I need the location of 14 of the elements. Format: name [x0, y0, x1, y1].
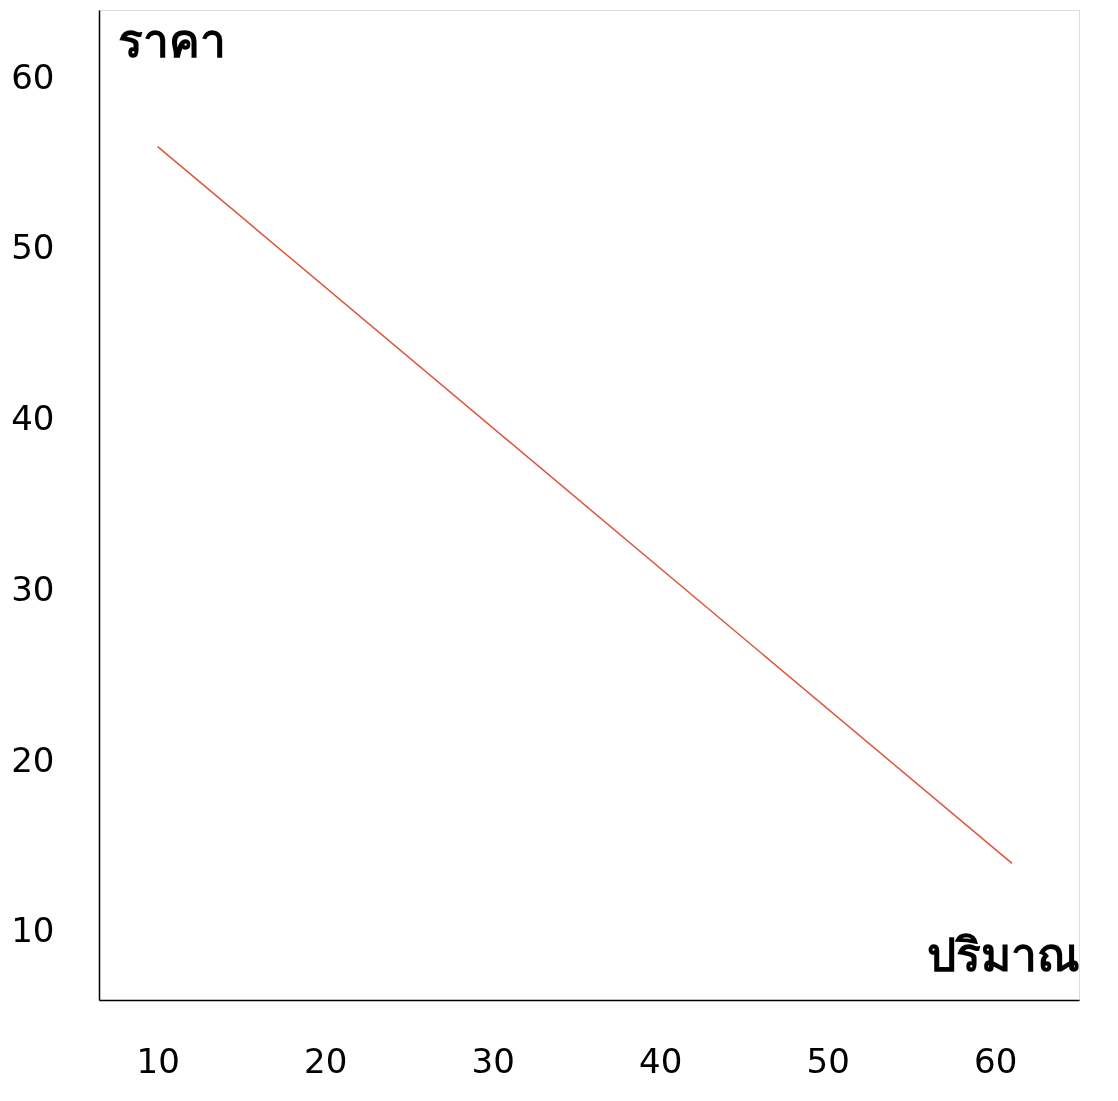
- y-tick-label: 20: [11, 739, 55, 780]
- x-tick-label: 20: [304, 1040, 348, 1081]
- x-axis-title: ปริมาณ: [926, 927, 1080, 982]
- y-tick-label: 30: [11, 568, 55, 609]
- y-tick-label: 10: [11, 910, 55, 951]
- y-tick-label: 60: [11, 56, 55, 97]
- x-tick-label: 10: [136, 1040, 180, 1081]
- x-tick-label: 50: [806, 1040, 850, 1081]
- x-tick-label: 30: [471, 1040, 515, 1081]
- x-tick-label: 40: [639, 1040, 683, 1081]
- y-axis-title: ราคา: [117, 13, 226, 68]
- y-tick-label: 50: [11, 227, 55, 268]
- y-tick-label: 40: [11, 398, 55, 439]
- x-tick-label: 60: [974, 1040, 1018, 1081]
